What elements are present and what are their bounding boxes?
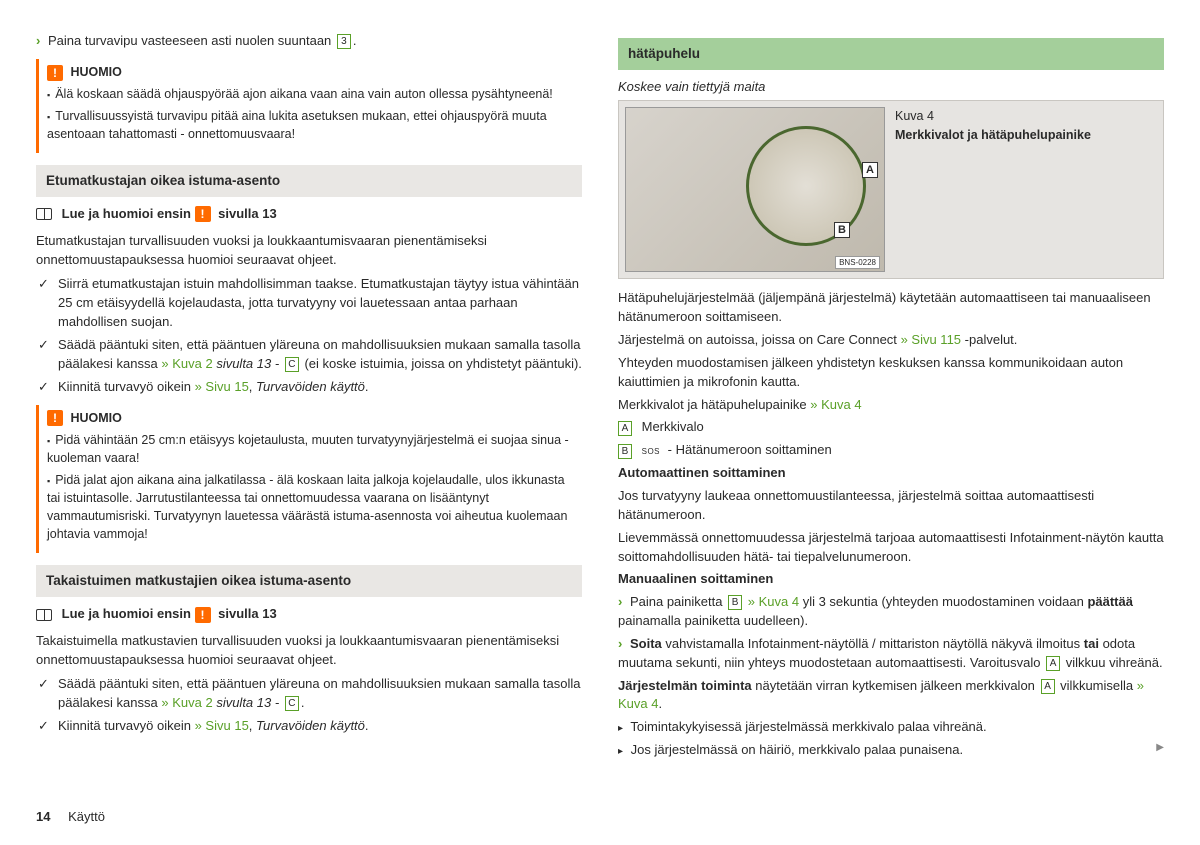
warning-icon: !: [47, 410, 63, 426]
figure-caption: Kuva 4 Merkkivalot ja hätäpuhelupainike: [895, 107, 1157, 272]
page-number: 14: [36, 809, 50, 824]
right-column: hätäpuhelu Koskee vain tiettyjä maita A …: [618, 28, 1164, 764]
body-text: ▸ Toimintakykyisessä järjestelmässä merk…: [618, 718, 1164, 737]
body-text: Lievemmässä onnettomuudessa järjestelmä …: [618, 529, 1164, 567]
list-item: Kiinnitä turvavyö oikein » Sivu 15, Turv…: [58, 378, 582, 397]
warning-icon: !: [195, 607, 211, 623]
body-text: Etumatkustajan turvallisuuden vuoksi ja …: [36, 232, 582, 270]
ref-box-a: A: [618, 421, 632, 436]
warning-icon: !: [195, 206, 211, 222]
warning-item: Älä koskaan säädä ohjauspyörää ajon aika…: [47, 85, 574, 103]
ref-box-b: B: [728, 595, 742, 610]
legend-row: A Merkkivalo: [618, 418, 1164, 437]
cross-ref: » Sivu 15: [195, 379, 249, 394]
page-content: › Paina turvavipu vasteeseen asti nuolen…: [36, 28, 1164, 764]
subheading: Automaattinen soittaminen: [618, 465, 786, 480]
read-first: Lue ja huomioi ensin ! sivulla 13: [36, 205, 582, 224]
left-column: › Paina turvavipu vasteeseen asti nuolen…: [36, 28, 582, 764]
warning-block-1: ! HUOMIO Älä koskaan säädä ohjauspyörää …: [36, 59, 582, 154]
sos-icon: SOS: [642, 447, 660, 456]
body-text: ▸ Jos järjestelmässä on häiriö, merkkiva…: [618, 741, 1164, 760]
book-icon: [36, 609, 52, 621]
legend-row: B SOS - Hätänumeroon soittaminen: [618, 441, 1164, 460]
warning-item: Pidä vähintään 25 cm:n etäisyys kojetaul…: [47, 431, 574, 467]
figure-label-b: B: [834, 222, 850, 238]
list-item: Säädä pääntuki siten, että pääntuen ylär…: [58, 336, 582, 374]
body-text: › Paina painiketta B » Kuva 4 yli 3 seku…: [618, 593, 1164, 631]
subheading: Manuaalinen soittaminen: [618, 571, 773, 586]
body-text: Merkkivalot ja hätäpuhelupainike » Kuva …: [618, 396, 1164, 415]
chevron-icon: ›: [36, 33, 40, 48]
cross-ref: » Kuva 4: [810, 397, 861, 412]
figure-label-a: A: [862, 162, 878, 178]
warning-item: Pidä jalat ajon aikana aina jalkatilassa…: [47, 471, 574, 544]
ref-box-a: A: [1041, 679, 1055, 694]
warning-title: ! HUOMIO: [47, 63, 574, 81]
body-text: › Soita vahvistamalla Infotainment-näytö…: [618, 635, 1164, 673]
chevron-icon: ›: [618, 594, 622, 609]
read-first: Lue ja huomioi ensin ! sivulla 13: [36, 605, 582, 624]
cross-ref: » Kuva 2: [161, 695, 212, 710]
footer-section: Käyttö: [68, 809, 105, 824]
book-icon: [36, 208, 52, 220]
figure-image: A B BNS-0228: [625, 107, 885, 272]
ref-box-a: A: [1046, 656, 1060, 671]
cross-ref: » Sivu 115: [901, 332, 961, 347]
intro-line: › Paina turvavipu vasteeseen asti nuolen…: [36, 32, 582, 51]
triangle-icon: ▸: [618, 723, 623, 734]
warning-item: Turvallisuussyistä turvavipu pitää aina …: [47, 107, 574, 143]
intro-text: Paina turvavipu vasteeseen asti nuolen s…: [48, 33, 331, 48]
body-text: Järjestelmä on autoissa, joissa on Care …: [618, 331, 1164, 350]
warning-block-2: ! HUOMIO Pidä vähintään 25 cm:n etäisyys…: [36, 405, 582, 554]
ref-box-c: C: [285, 357, 299, 372]
body-text: Jos turvatyyny laukeaa onnettomuustilant…: [618, 487, 1164, 525]
figure-4: A B BNS-0228 Kuva 4 Merkkivalot ja hätäp…: [618, 100, 1164, 279]
section-header-green: hätäpuhelu: [618, 38, 1164, 70]
subtitle: Koskee vain tiettyjä maita: [618, 78, 1164, 97]
list-item: Säädä pääntuki siten, että pääntuen ylär…: [58, 675, 582, 713]
cross-ref: » Kuva 4: [748, 594, 799, 609]
list-item: Kiinnitä turvavyö oikein » Sivu 15, Turv…: [58, 717, 582, 736]
section-header: Takaistuimen matkustajien oikea istuma-a…: [36, 565, 582, 597]
section-header: Etumatkustajan oikea istuma-asento: [36, 165, 582, 197]
chevron-icon: ›: [618, 636, 622, 651]
ref-box-3: 3: [337, 34, 351, 49]
body-text: Yhteyden muodostamisen jälkeen yhdistety…: [618, 354, 1164, 392]
ref-box-b: B: [618, 444, 632, 459]
body-text: Takaistuimella matkustavien turvallisuud…: [36, 632, 582, 670]
page-footer: 14 Käyttö: [36, 808, 105, 827]
figure-code: BNS-0228: [835, 256, 880, 270]
check-list: Säädä pääntuki siten, että pääntuen ylär…: [36, 675, 582, 736]
ref-box-c: C: [285, 696, 299, 711]
warning-icon: !: [47, 65, 63, 81]
list-item: Siirrä etumatkustajan istuin mahdollisim…: [58, 275, 582, 332]
body-text: Hätäpuhelujärjestelmää (jäljempänä järje…: [618, 289, 1164, 327]
warning-title: ! HUOMIO: [47, 409, 574, 427]
body-text: Järjestelmän toiminta näytetään virran k…: [618, 677, 1164, 715]
continue-icon: ▶: [1156, 741, 1164, 756]
triangle-icon: ▸: [618, 746, 623, 757]
cross-ref: » Kuva 2: [161, 356, 212, 371]
cross-ref: » Sivu 15: [195, 718, 249, 733]
check-list: Siirrä etumatkustajan istuin mahdollisim…: [36, 275, 582, 396]
